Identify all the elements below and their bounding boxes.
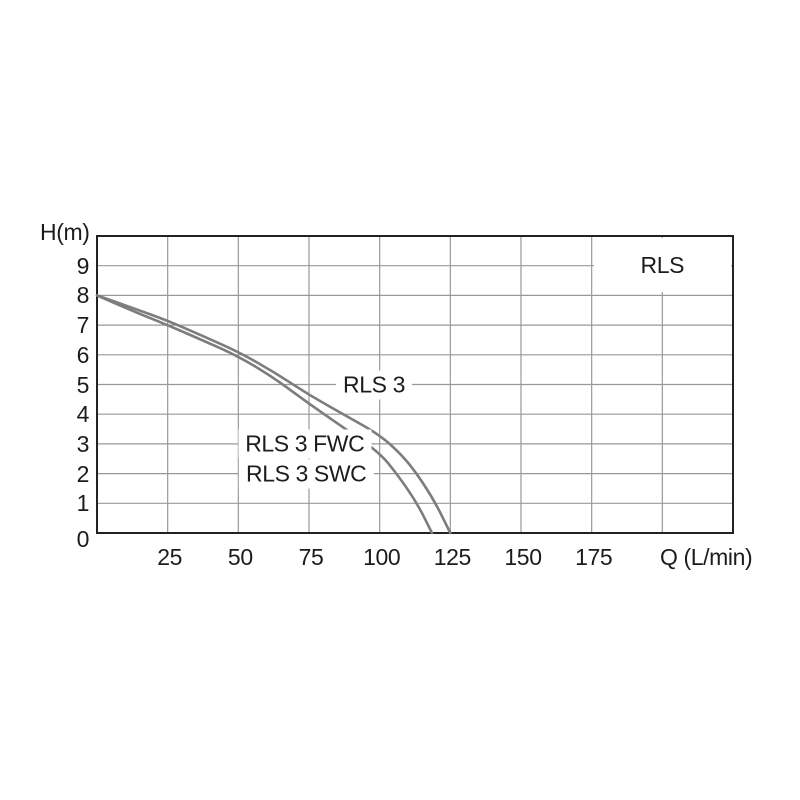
y-tick-label: 2 xyxy=(76,460,90,487)
y-tick-label: 4 xyxy=(76,401,90,428)
curve-label-rls3: RLS 3 xyxy=(336,370,412,399)
y-tick-label: 8 xyxy=(76,282,90,309)
curve-label-rls3-swc: RLS 3 SWC xyxy=(238,459,374,489)
curve-series-1 xyxy=(95,294,434,535)
y-tick-label: 3 xyxy=(76,430,90,457)
x-tick-label: 25 xyxy=(157,544,183,570)
y-axis-title: H(m) xyxy=(40,219,90,245)
x-tick-label: 75 xyxy=(298,544,324,570)
x-tick-label: 175 xyxy=(575,544,613,570)
y-tick-label: 5 xyxy=(76,371,90,398)
y-tick-label: 1 xyxy=(76,490,90,517)
x-tick-label: 100 xyxy=(363,544,401,570)
y-tick-label: 9 xyxy=(76,252,90,279)
x-tick-label: 50 xyxy=(227,544,253,570)
x-tick-label: 150 xyxy=(504,544,542,570)
plot-border xyxy=(96,235,734,534)
y-tick-label: 7 xyxy=(76,312,90,339)
curve-series-0 xyxy=(95,294,452,535)
y-tick-label: 0 xyxy=(76,526,90,552)
series-family-label: RLS xyxy=(593,238,731,293)
x-tick-label: 125 xyxy=(433,544,472,570)
x-axis-title: Q (L/min) xyxy=(660,544,753,570)
curve-label-rls3-fwc: RLS 3 FWC xyxy=(238,429,372,459)
y-tick-label: 6 xyxy=(76,341,90,368)
